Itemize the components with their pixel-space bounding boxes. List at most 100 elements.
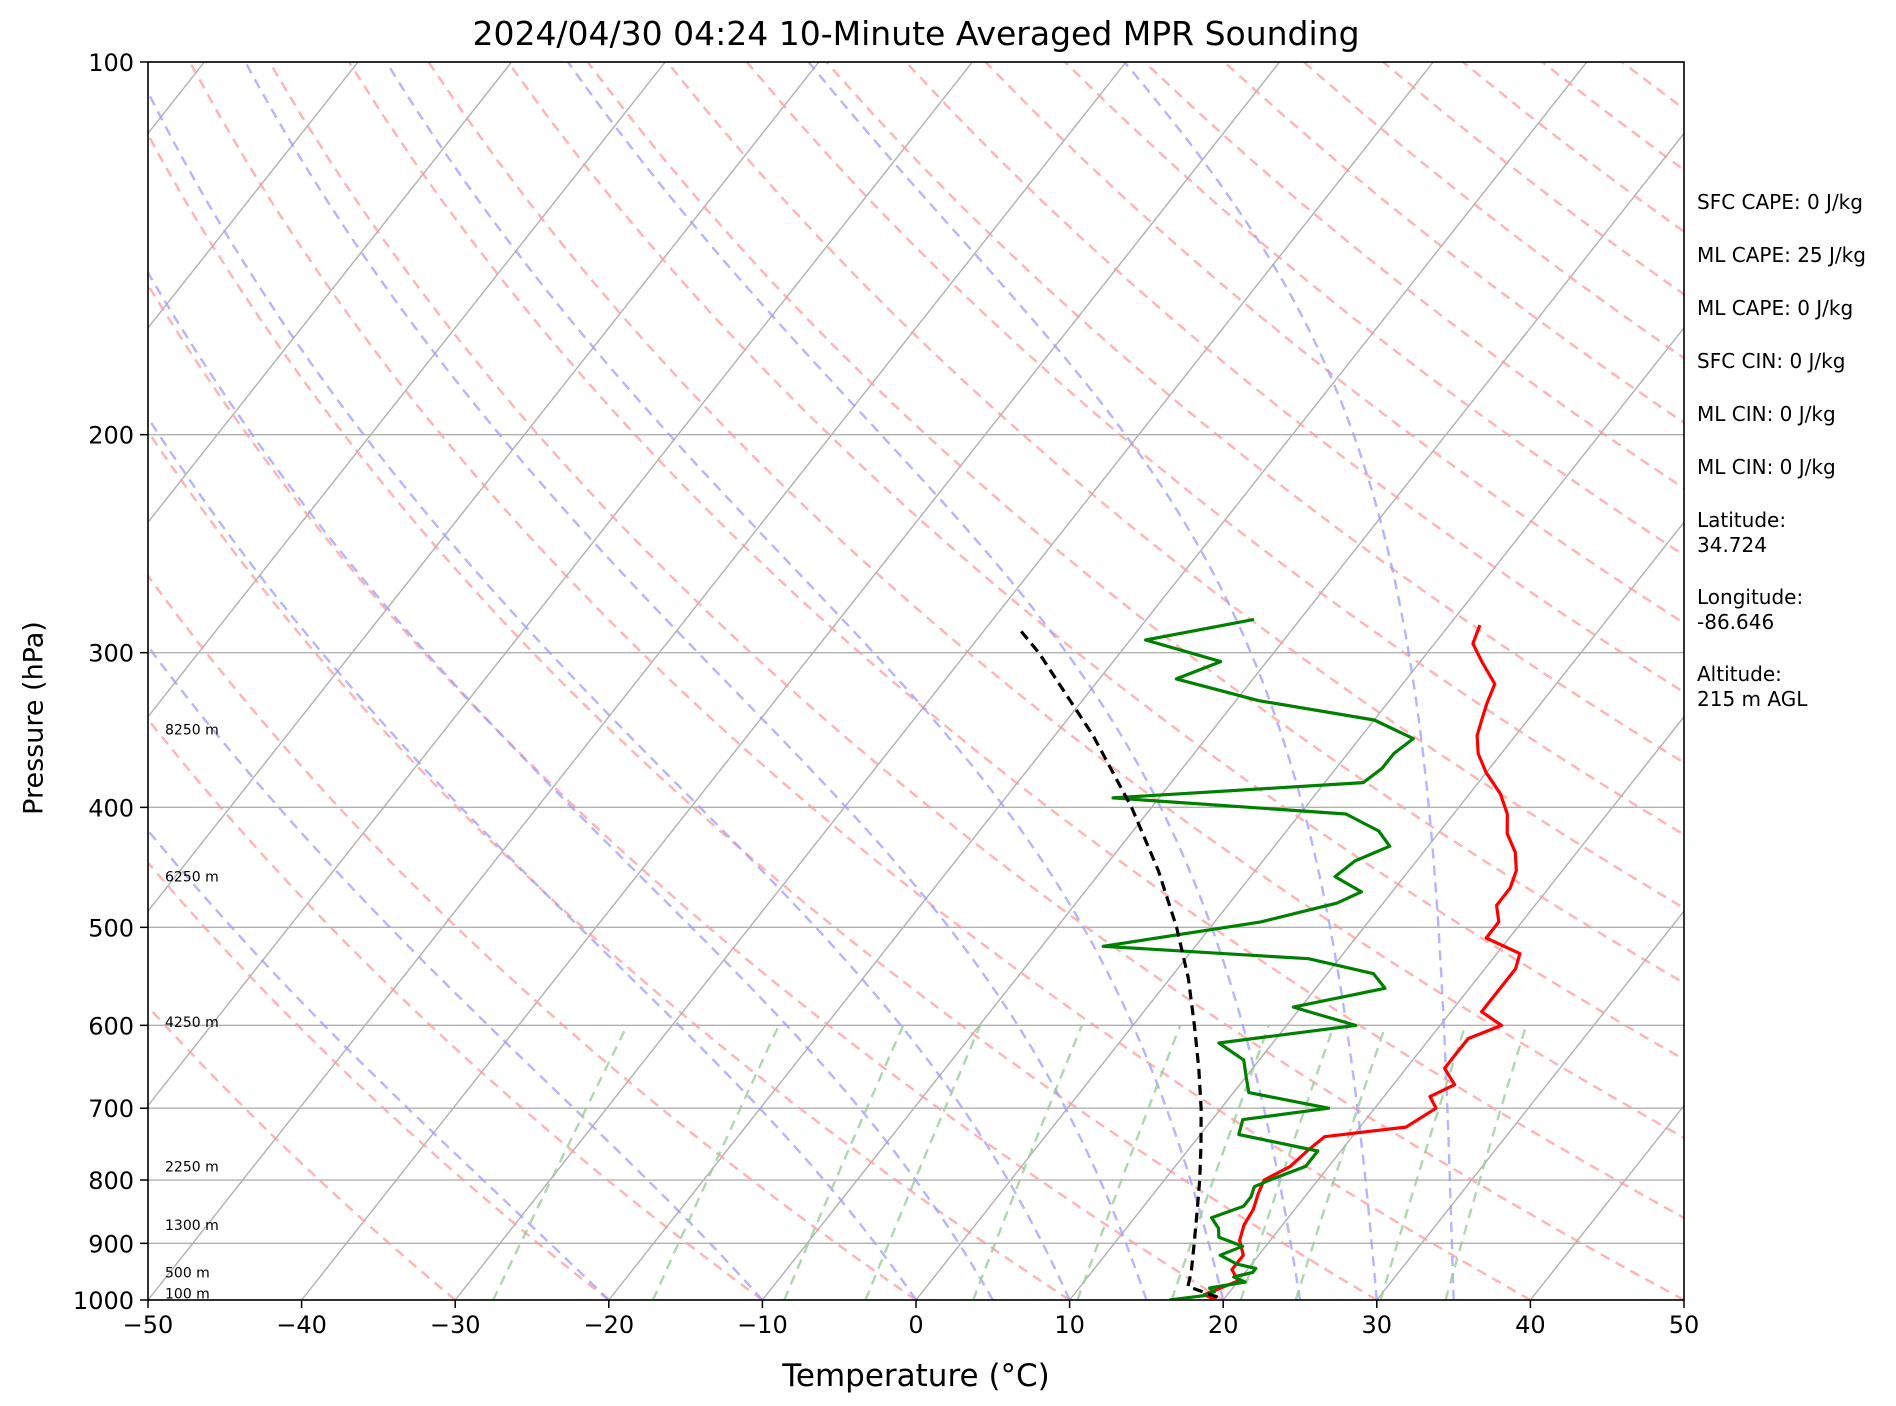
moist-adiabat-line <box>385 62 1225 1300</box>
moist-adiabat-line <box>148 644 764 1300</box>
mixing-ratio-line <box>1170 1024 1271 1300</box>
temperature-profile <box>1202 624 1522 1300</box>
height-label: 6250 m <box>165 870 219 886</box>
x-tick-label: −30 <box>430 1311 481 1339</box>
height-label: 4250 m <box>165 1015 219 1031</box>
sfc-cape-text: SFC CAPE: 0 J/kg <box>1697 190 1863 214</box>
moist-adiabat-line <box>1123 62 1455 1300</box>
mixing-ratio-line <box>972 1024 1084 1300</box>
ml-cape-text-2: ML CAPE: 0 J/kg <box>1697 296 1854 320</box>
dewpoint-profile <box>1101 617 1415 1300</box>
axis-ticks: −50 −40 −30 −20 −10 0 10 20 30 40 50 100 200 300 400 50… <box>73 49 1699 1339</box>
y-tick-label: 1000 <box>73 1287 134 1315</box>
isotherm-line <box>148 62 820 913</box>
ml-cape-text: ML CAPE: 25 J/kg <box>1697 243 1866 267</box>
isotherm-line <box>148 62 666 718</box>
height-label: 8250 m <box>165 722 219 738</box>
isotherm-line <box>915 326 1684 1300</box>
y-tick-label: 500 <box>88 914 134 942</box>
dry-adiabat-line <box>268 62 1684 1300</box>
x-tick-label: −40 <box>276 1311 327 1339</box>
series-layer <box>1017 617 1522 1300</box>
dry-adiabat-line <box>905 62 1684 694</box>
dry-adiabat-line <box>148 1004 456 1300</box>
isotherm-line <box>148 62 359 329</box>
plot-frame <box>147 61 1685 1301</box>
isotherm-line <box>148 62 1127 1300</box>
moist-adiabat-line <box>244 62 1148 1300</box>
x-tick-label: 10 <box>1054 1311 1085 1339</box>
y-tick-label: 700 <box>88 1095 134 1123</box>
height-label: 500 m <box>165 1265 210 1281</box>
x-tick-label: −10 <box>737 1311 788 1339</box>
moist-adiabat-line <box>148 270 994 1300</box>
isotherm-line <box>301 62 1281 1300</box>
x-tick-label: 30 <box>1362 1311 1393 1339</box>
isotherm-line <box>0 62 51 1300</box>
isotherm-line <box>148 62 973 1107</box>
dry-adiabat-line <box>984 62 1684 625</box>
chart-title: 2024/04/30 04:24 10-Minute Averaged MPR … <box>472 14 1360 53</box>
isotherm-line <box>761 132 1684 1300</box>
y-tick-label: 600 <box>88 1012 134 1040</box>
dry-adiabat-line <box>148 573 917 1300</box>
y-tick-label: 400 <box>88 794 134 822</box>
background-lines <box>0 62 1684 1300</box>
moist-adiabat-line <box>807 62 1378 1300</box>
dry-adiabat-line <box>427 62 1684 1140</box>
moist-adiabat-line <box>148 828 610 1300</box>
ml-cin-text: ML CIN: 0 J/kg <box>1697 402 1836 426</box>
dry-adiabat-line <box>347 62 1684 1220</box>
mixing-ratio-line <box>492 1024 629 1300</box>
y-tick-label: 800 <box>88 1167 134 1195</box>
x-tick-label: 50 <box>1669 1311 1700 1339</box>
dry-adiabat-line <box>148 429 1071 1300</box>
mixing-ratio-line <box>1239 1025 1336 1300</box>
dry-adiabat-line <box>148 717 764 1300</box>
dry-adiabat-line <box>586 62 1684 985</box>
mixing-ratio-line <box>1444 1025 1528 1300</box>
y-tick-label: 300 <box>88 640 134 668</box>
x-tick-label: 0 <box>908 1311 923 1339</box>
dry-adiabat-line <box>148 860 610 1300</box>
isotherm-line <box>1222 715 1684 1300</box>
mixing-ratio-line <box>783 1024 905 1300</box>
sounding-info-panel: SFC CAPE: 0 J/kg ML CAPE: 25 J/kg ML CAP… <box>1697 190 1892 739</box>
x-tick-label: 20 <box>1208 1311 1239 1339</box>
height-labels: 100 m 500 m 1300 m 2250 m 4250 m 6250 m 8250 m <box>165 722 219 1302</box>
dry-adiabat-line <box>507 62 1684 1061</box>
isotherm-line <box>1069 521 1684 1300</box>
ml-cin-text-2: ML CIN: 0 J/kg <box>1697 455 1836 479</box>
isotherm-line <box>454 62 1434 1300</box>
x-axis-label: Temperature (°C) <box>782 1358 1050 1394</box>
x-tick-label: −20 <box>583 1311 634 1339</box>
dry-adiabat-line <box>745 62 1684 837</box>
dry-adiabat-line <box>148 282 1224 1300</box>
latitude-text: Latitude: 34.724 <box>1697 508 1787 557</box>
dry-adiabat-line <box>188 62 1531 1300</box>
x-tick-label: −50 <box>123 1311 174 1339</box>
longitude-text: Longitude: -86.646 <box>1697 585 1804 634</box>
moist-adiabat-line <box>567 62 1302 1300</box>
height-label: 2250 m <box>165 1159 219 1175</box>
mixing-ratio-line <box>1076 1024 1182 1300</box>
isotherm-line <box>148 62 513 524</box>
parcel-profile <box>1017 627 1219 1299</box>
isotherm-line <box>1376 910 1684 1300</box>
moist-adiabat-line <box>148 415 917 1300</box>
x-tick-label: 40 <box>1515 1311 1546 1339</box>
y-tick-label: 900 <box>88 1230 134 1258</box>
y-tick-label: 100 <box>88 49 134 77</box>
sfc-cin-text: SFC CIN: 0 J/kg <box>1697 349 1846 373</box>
height-label: 100 m <box>165 1287 210 1303</box>
mixing-ratio-line <box>1294 1025 1387 1300</box>
height-label: 1300 m <box>165 1218 219 1234</box>
dry-adiabat-line <box>148 132 1378 1300</box>
y-tick-label: 200 <box>88 422 134 450</box>
mixing-ratio-line <box>1379 1025 1467 1300</box>
isotherm-line <box>608 62 1588 1300</box>
mixing-ratio-line <box>864 1024 982 1300</box>
mixing-ratio-line <box>651 1024 780 1300</box>
altitude-text: Altitude: 215 m AGL <box>1697 662 1808 711</box>
